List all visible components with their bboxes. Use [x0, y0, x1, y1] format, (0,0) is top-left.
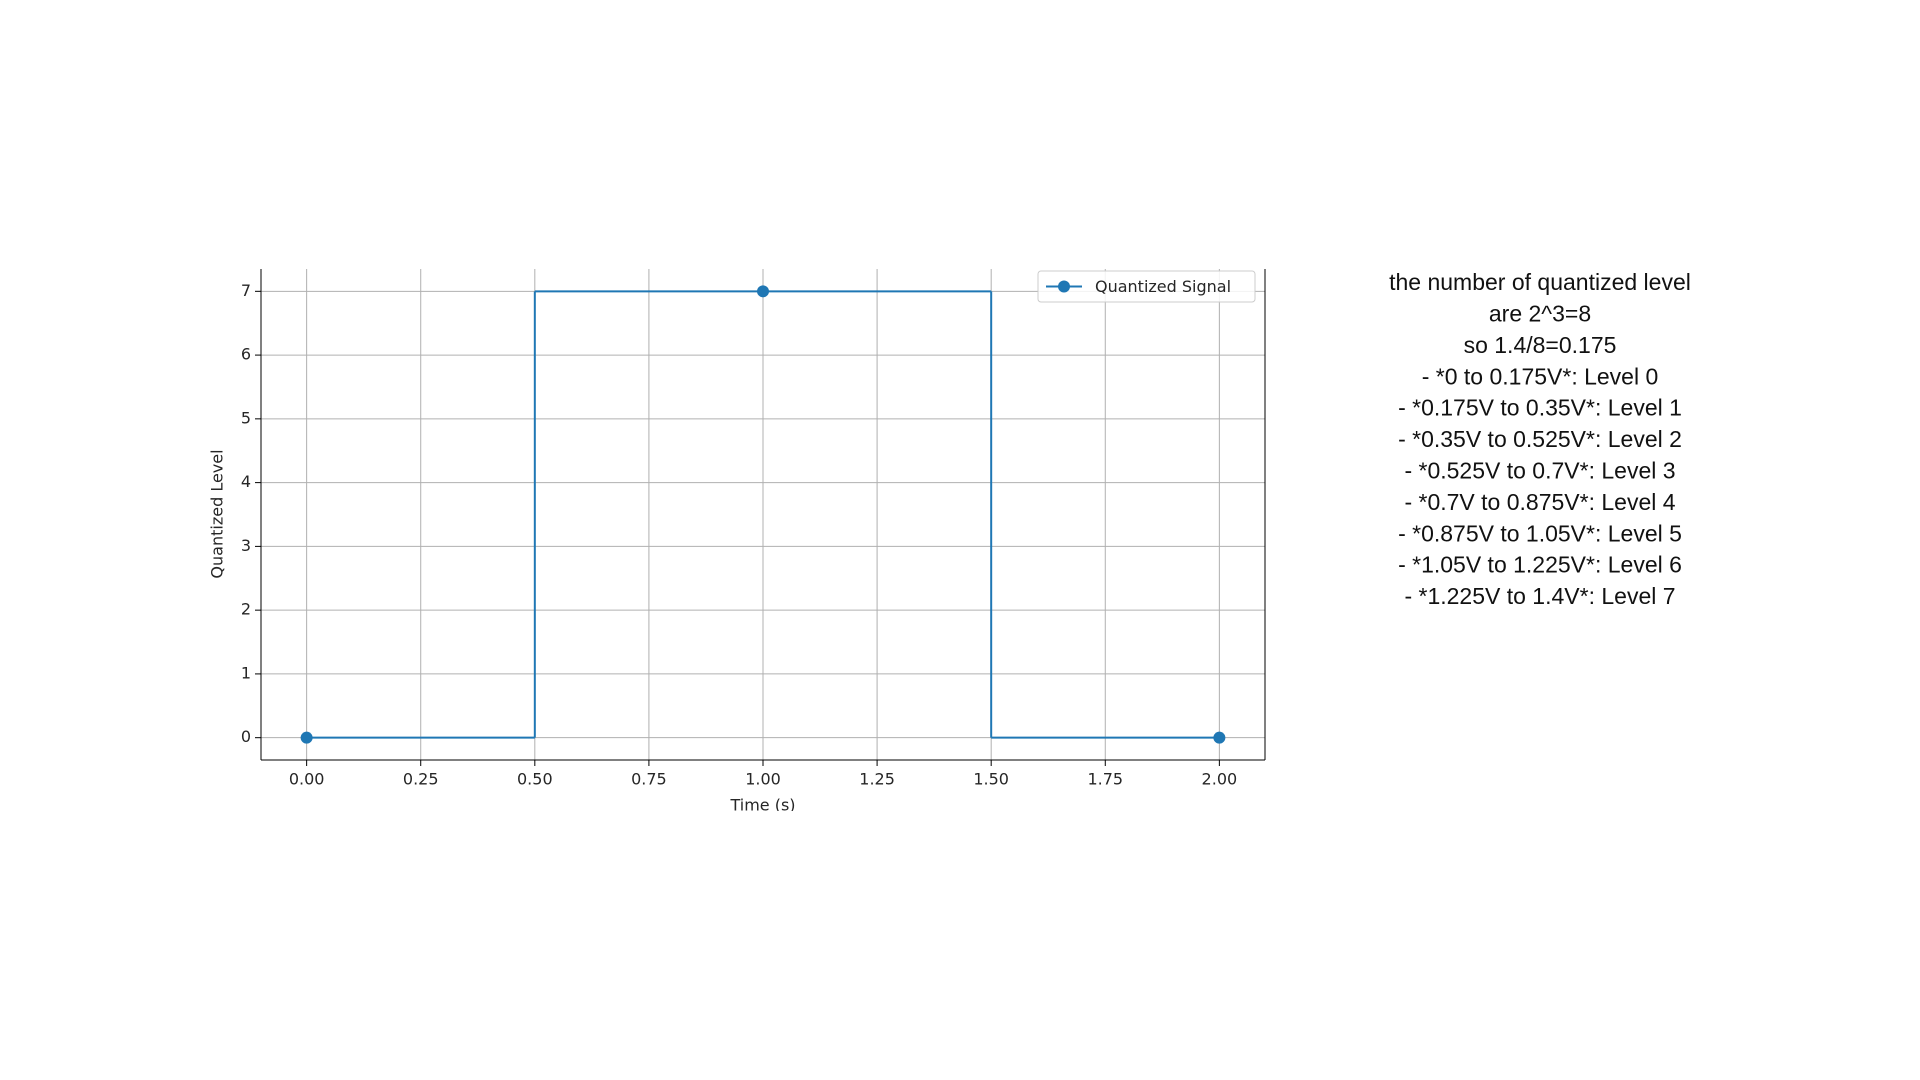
annotation-line: so 1.4/8=0.175: [1464, 332, 1617, 358]
y-tick-label: 1: [241, 663, 251, 682]
x-tick-label: 1.00: [745, 770, 781, 789]
legend-marker: [1058, 280, 1070, 293]
annotation-line: the number of quantized level: [1389, 269, 1691, 295]
x-tick-label: 0.75: [631, 770, 667, 789]
y-tick-label: 5: [241, 408, 251, 427]
x-tick-label: 1.50: [973, 770, 1009, 789]
y-tick-label: 0: [241, 727, 251, 746]
annotation-line: - *0.35V to 0.525V*: Level 2: [1398, 426, 1682, 452]
y-tick-label: 3: [241, 536, 251, 555]
y-tick-label: 6: [241, 345, 251, 364]
x-tick-label: 1.25: [859, 770, 895, 789]
marker: [1213, 731, 1226, 744]
marker: [757, 285, 769, 298]
annotation-line: are 2^3=8: [1489, 300, 1591, 326]
x-tick-label: 0.25: [403, 770, 439, 789]
legend-label: Quantized Signal: [1095, 277, 1231, 296]
y-tick-label: 2: [241, 600, 251, 619]
annotation-line: - *0.175V to 0.35V*: Level 1: [1398, 395, 1682, 421]
x-axis-label: Time (s): [729, 796, 795, 815]
annotation-line: - *0.525V to 0.7V*: Level 3: [1404, 457, 1675, 483]
y-tick-label: 7: [241, 281, 251, 300]
marker: [300, 731, 313, 744]
y-tick-label: 4: [241, 472, 251, 491]
legend-box: [1037, 270, 1256, 303]
annotation-line: - *0.875V to 1.05V*: Level 5: [1398, 520, 1682, 546]
annotation-line: - *1.225V to 1.4V*: Level 7: [1404, 583, 1675, 609]
annotation-line: - *1.05V to 1.225V*: Level 6: [1398, 552, 1682, 578]
x-tick-label: 0.00: [289, 770, 325, 789]
x-tick-label: 1.75: [1087, 770, 1123, 789]
y-axis-label: Quantized Level: [208, 449, 227, 578]
annotation-line: - *0.7V to 0.875V*: Level 4: [1404, 489, 1675, 515]
annotation-line: - *0 to 0.175V*: Level 0: [1422, 363, 1659, 389]
x-tick-label: 2.00: [1202, 770, 1238, 789]
x-tick-label: 0.50: [517, 770, 553, 789]
figure: Time (s) Quantized Level 0.00 0.25 0.50 0.7…: [208, 269, 1266, 815]
